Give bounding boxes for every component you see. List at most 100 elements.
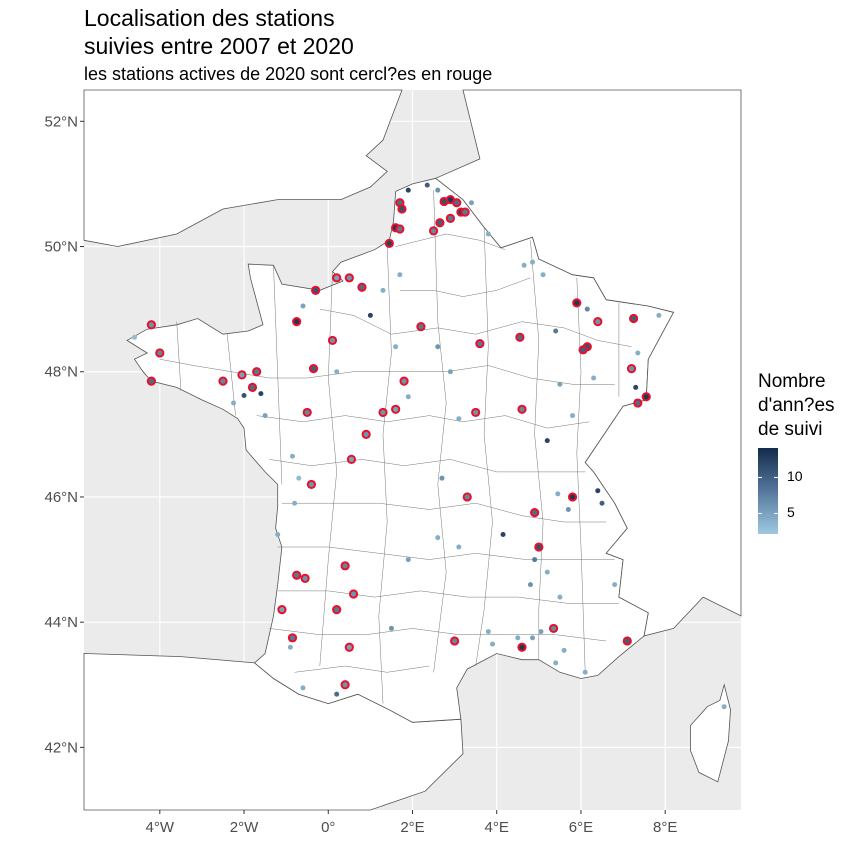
station-point: [473, 409, 479, 416]
station-point: [363, 431, 369, 437]
station-point: [612, 582, 618, 588]
station-point: [574, 300, 580, 306]
station-point: [462, 209, 468, 215]
station-point: [405, 557, 411, 563]
neighbouring-countries-landmass: [434, 89, 742, 637]
x-tick-label: 6°E: [569, 819, 593, 836]
station-point: [553, 660, 559, 666]
station-point: [439, 475, 445, 481]
station-point: [521, 262, 527, 268]
station-point: [437, 220, 443, 226]
station-point: [399, 206, 405, 212]
station-point: [544, 438, 550, 444]
legend-title: Nombre d'ann?es de suivi: [758, 370, 835, 442]
station-point: [595, 488, 601, 494]
station-point: [367, 312, 373, 318]
station-point: [635, 400, 641, 406]
station-point: [310, 366, 317, 372]
station-point: [148, 378, 154, 384]
station-point: [530, 635, 536, 641]
stations-layer: [132, 182, 727, 710]
station-point: [536, 544, 542, 550]
station-point: [249, 384, 256, 390]
station-point: [456, 416, 462, 422]
station-point: [544, 569, 550, 575]
station-point: [334, 275, 340, 281]
station-point: [582, 669, 588, 675]
station-point: [334, 607, 340, 613]
station-point: [258, 391, 264, 397]
united-kingdom-landmass: [83, 89, 403, 247]
station-point: [532, 557, 538, 563]
station-point: [393, 406, 399, 412]
station-point: [519, 644, 525, 650]
station-point: [441, 198, 447, 205]
station-point: [477, 340, 483, 347]
station-point: [148, 322, 154, 328]
station-point: [405, 394, 411, 400]
x-tick-label: 0°: [321, 819, 335, 836]
station-point: [424, 182, 430, 188]
station-point: [721, 704, 727, 710]
station-point: [633, 384, 639, 390]
station-point: [490, 641, 496, 647]
chart-title-line-2: suivies entre 2007 et 2020: [84, 33, 354, 59]
chart-subtitle: les stations actives de 2020 sont cercl?…: [84, 64, 493, 84]
x-tick-label: 8°E: [653, 819, 677, 836]
station-point: [569, 494, 576, 500]
station-point: [300, 685, 306, 691]
station-point: [485, 629, 491, 635]
station-point: [397, 272, 403, 278]
station-point: [388, 625, 394, 631]
departement-borders: [159, 190, 632, 704]
corsica-island: [690, 683, 731, 783]
legend-tick-mark: [774, 476, 778, 478]
y-tick-label: 42°N: [44, 739, 78, 756]
station-point: [557, 594, 563, 600]
station-point: [220, 378, 226, 384]
station-point: [405, 187, 411, 193]
chart-title: Localisation des stations suivies entre …: [84, 4, 354, 60]
station-point: [530, 259, 536, 265]
station-point: [359, 284, 365, 290]
station-point: [329, 337, 336, 344]
station-point: [231, 400, 237, 406]
station-point: [289, 635, 296, 641]
station-point: [254, 369, 260, 375]
y-tick-label: 46°N: [44, 489, 78, 506]
station-point: [485, 231, 491, 237]
station-point: [289, 453, 295, 459]
station-point: [294, 572, 300, 578]
station-point: [452, 638, 458, 644]
station-point: [304, 409, 310, 416]
station-point: [454, 200, 460, 206]
station-point: [380, 287, 386, 293]
station-point: [656, 312, 662, 318]
station-point: [550, 625, 557, 632]
station-point: [292, 500, 298, 506]
station-point: [557, 381, 563, 387]
station-point: [287, 644, 293, 650]
station-point: [580, 347, 586, 353]
station-point: [643, 394, 649, 400]
station-point: [334, 691, 340, 697]
legend-label-10: 10: [787, 467, 803, 484]
x-tick-label: 2°E: [400, 819, 424, 836]
station-point: [591, 375, 597, 381]
station-point: [302, 575, 308, 581]
legend-title-line-1: Nombre: [758, 371, 826, 392]
station-point: [517, 334, 523, 340]
station-point: [561, 647, 567, 653]
station-point: [418, 324, 424, 330]
legend-label-5: 5: [787, 503, 795, 520]
station-point: [456, 544, 462, 550]
station-point: [538, 629, 544, 635]
station-point: [515, 635, 521, 641]
legend-title-line-3: de suivi: [758, 419, 823, 440]
legend-tick-mark: [758, 476, 762, 478]
station-point: [635, 350, 641, 356]
station-point: [570, 413, 576, 419]
y-tick-label: 50°N: [44, 239, 78, 256]
station-point: [334, 369, 340, 375]
